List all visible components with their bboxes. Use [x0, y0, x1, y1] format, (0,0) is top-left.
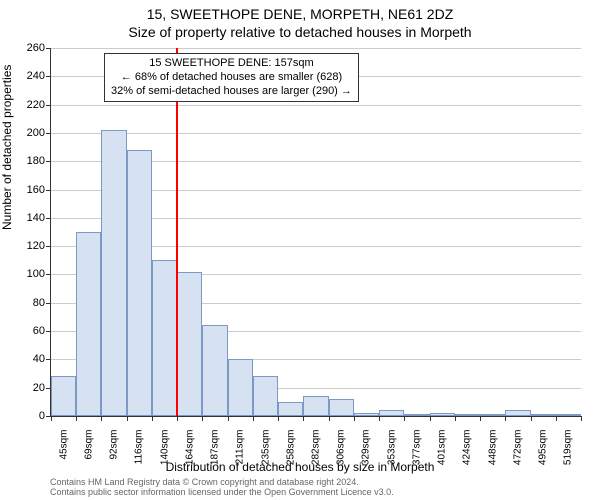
xtick-mark [278, 416, 279, 421]
bar [480, 414, 505, 416]
bar [404, 414, 429, 416]
xtick-mark [531, 416, 532, 421]
bar [505, 410, 530, 416]
xtick-mark [202, 416, 203, 421]
bar [76, 232, 101, 416]
bar [127, 150, 152, 416]
bar [177, 272, 202, 416]
bar [202, 325, 227, 416]
ytick-label: 80 [5, 297, 45, 309]
bar [531, 414, 556, 416]
bar [354, 413, 379, 416]
bar [228, 359, 253, 416]
ytick-mark [46, 161, 51, 162]
ytick-label: 220 [5, 99, 45, 111]
bar [430, 413, 455, 416]
bar [152, 260, 177, 416]
bar [556, 414, 581, 416]
bar [253, 376, 278, 416]
xtick-mark [455, 416, 456, 421]
ytick-mark [46, 76, 51, 77]
x-axis-title: Distribution of detached houses by size … [0, 460, 600, 474]
xtick-mark [152, 416, 153, 421]
ytick-mark [46, 133, 51, 134]
bar [379, 410, 404, 416]
xtick-mark [581, 416, 582, 421]
ytick-label: 140 [5, 212, 45, 224]
plot-area: 02040608010012014016018020022024026045sq… [50, 48, 581, 417]
gridline-h [51, 105, 581, 106]
ytick-mark [46, 331, 51, 332]
gridline-h [51, 48, 581, 49]
ytick-mark [46, 359, 51, 360]
ytick-label: 0 [5, 410, 45, 422]
bar [303, 396, 328, 416]
xtick-mark [379, 416, 380, 421]
chart-container: 15, SWEETHOPE DENE, MORPETH, NE61 2DZ Si… [0, 0, 600, 500]
ytick-label: 120 [5, 240, 45, 252]
xtick-mark [505, 416, 506, 421]
reference-line [176, 48, 178, 416]
bar [278, 402, 303, 416]
bar [329, 399, 354, 416]
ytick-label: 260 [5, 42, 45, 54]
xtick-mark [404, 416, 405, 421]
xtick-mark [253, 416, 254, 421]
xtick-mark [303, 416, 304, 421]
ytick-mark [46, 218, 51, 219]
chart-subtitle: Size of property relative to detached ho… [0, 24, 600, 40]
annotation-line: ← 68% of detached houses are smaller (62… [111, 71, 352, 85]
ytick-mark [46, 274, 51, 275]
annotation-line: 32% of semi-detached houses are larger (… [111, 85, 352, 99]
attribution: Contains HM Land Registry data © Crown c… [50, 478, 394, 498]
ytick-label: 160 [5, 184, 45, 196]
ytick-mark [46, 190, 51, 191]
xtick-mark [430, 416, 431, 421]
bar [455, 414, 480, 416]
ytick-mark [46, 303, 51, 304]
ytick-label: 100 [5, 268, 45, 280]
xtick-mark [51, 416, 52, 421]
xtick-mark [354, 416, 355, 421]
xtick-mark [101, 416, 102, 421]
ytick-mark [46, 246, 51, 247]
xtick-mark [480, 416, 481, 421]
bar [101, 130, 126, 416]
chart-title: 15, SWEETHOPE DENE, MORPETH, NE61 2DZ [0, 6, 600, 22]
xtick-mark [177, 416, 178, 421]
y-axis-title: Number of detached properties [0, 65, 14, 230]
bar [51, 376, 76, 416]
xtick-mark [76, 416, 77, 421]
attribution-line-2: Contains public sector information licen… [50, 488, 394, 498]
xtick-mark [228, 416, 229, 421]
xtick-mark [329, 416, 330, 421]
xtick-mark [556, 416, 557, 421]
ytick-label: 200 [5, 127, 45, 139]
gridline-h [51, 133, 581, 134]
ytick-label: 20 [5, 382, 45, 394]
annotation-line: 15 SWEETHOPE DENE: 157sqm [111, 57, 352, 71]
xtick-mark [127, 416, 128, 421]
ytick-mark [46, 105, 51, 106]
ytick-label: 180 [5, 155, 45, 167]
annotation-box: 15 SWEETHOPE DENE: 157sqm← 68% of detach… [104, 53, 359, 102]
ytick-label: 60 [5, 325, 45, 337]
ytick-label: 240 [5, 70, 45, 82]
ytick-label: 40 [5, 353, 45, 365]
ytick-mark [46, 48, 51, 49]
